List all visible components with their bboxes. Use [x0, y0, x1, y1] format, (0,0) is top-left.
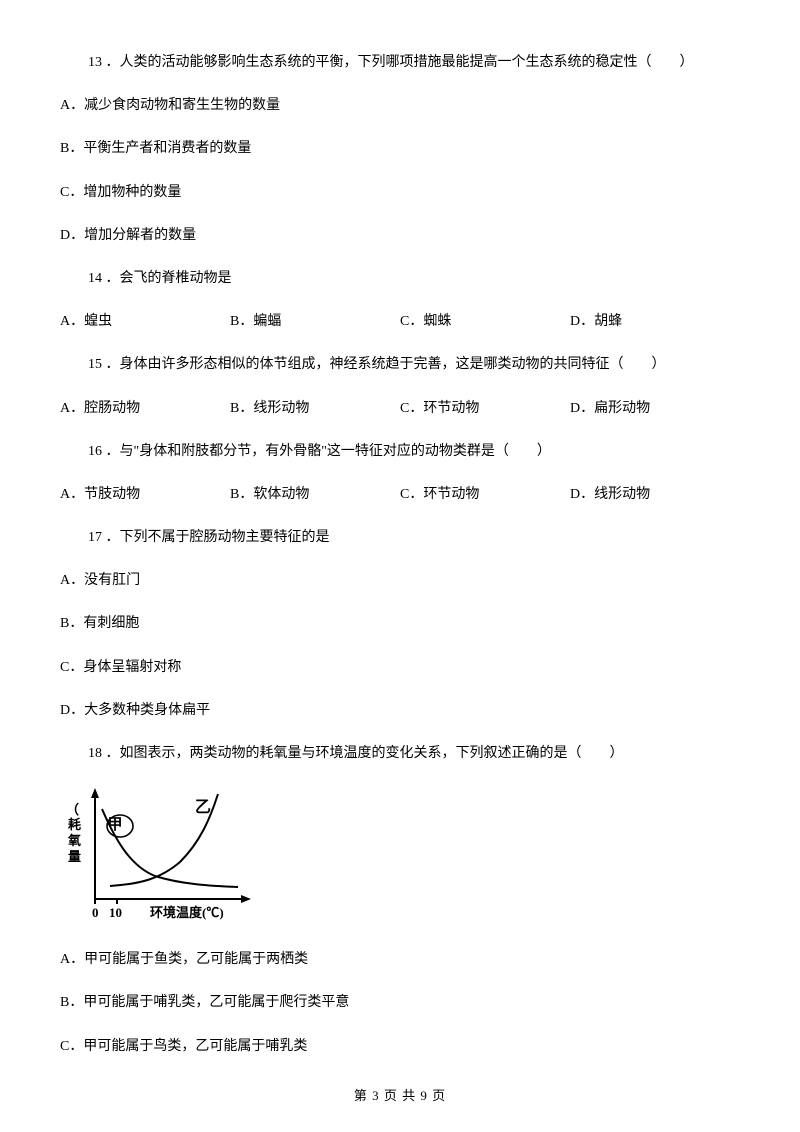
q16-opt-b: B．软体动物 — [230, 482, 400, 507]
oxygen-temperature-chart: 0 10 环境温度(℃) （耗氧量 甲 乙 — [60, 784, 260, 929]
q15-stem: 15 ．身体由许多形态相似的体节组成，神经系统趋于完善，这是哪类动物的共同特征（… — [60, 352, 740, 377]
q13-opt-d: D．增加分解者的数量 — [60, 223, 740, 248]
svg-text:氧: 氧 — [67, 833, 81, 848]
q17-opt-a: A．没有肛门 — [60, 568, 740, 593]
q14-stem: 14 ．会飞的脊椎动物是 — [60, 266, 740, 291]
svg-text:乙: 乙 — [195, 799, 211, 816]
q16-opt-a: A．节肢动物 — [60, 482, 230, 507]
q14-opt-c: C．蜘蛛 — [400, 309, 570, 334]
q13-opt-c: C．增加物种的数量 — [60, 180, 740, 205]
q16-opt-c: C．环节动物 — [400, 482, 570, 507]
q14-options: A．蝗虫 B．蝙蝠 C．蜘蛛 D．胡蜂 — [60, 309, 740, 334]
q17-opt-d: D．大多数种类身体扁平 — [60, 698, 740, 723]
svg-text:环境温度(℃): 环境温度(℃) — [150, 905, 224, 920]
q14-opt-b: B．蝙蝠 — [230, 309, 400, 334]
q15-options: A．腔肠动物 B．线形动物 C．环节动物 D．扁形动物 — [60, 396, 740, 421]
q18-opt-b: B．甲可能属于哺乳类，乙可能属于爬行类平意 — [60, 990, 740, 1015]
svg-text:量: 量 — [68, 849, 81, 864]
svg-text:耗: 耗 — [68, 817, 81, 832]
q15-opt-c: C．环节动物 — [400, 396, 570, 421]
q18-stem: 18 ．如图表示，两类动物的耗氧量与环境温度的变化关系，下列叙述正确的是（ ） — [60, 741, 740, 766]
svg-text:10: 10 — [109, 905, 122, 920]
q15-opt-b: B．线形动物 — [230, 396, 400, 421]
q14-opt-d: D．胡蜂 — [570, 309, 740, 334]
q18-opt-a: A．甲可能属于鱼类，乙可能属于两栖类 — [60, 947, 740, 972]
q16-stem: 16 ．与"身体和附肢都分节，有外骨骼"这一特征对应的动物类群是（ ） — [60, 439, 740, 464]
svg-text:（: （ — [66, 802, 79, 817]
q13-opt-b: B．平衡生产者和消费者的数量 — [60, 136, 740, 161]
q13-stem: 13 ．人类的活动能够影响生态系统的平衡，下列哪项措施最能提高一个生态系统的稳定… — [60, 50, 740, 75]
q15-opt-a: A．腔肠动物 — [60, 396, 230, 421]
svg-text:甲: 甲 — [107, 816, 122, 833]
q17-opt-c: C．身体呈辐射对称 — [60, 655, 740, 680]
q13-opt-a: A．减少食肉动物和寄生生物的数量 — [60, 93, 740, 118]
q16-opt-d: D．线形动物 — [570, 482, 740, 507]
q17-opt-b: B．有刺细胞 — [60, 611, 740, 636]
q18-opt-c: C．甲可能属于鸟类，乙可能属于哺乳类 — [60, 1034, 740, 1059]
q15-opt-d: D．扁形动物 — [570, 396, 740, 421]
q14-opt-a: A．蝗虫 — [60, 309, 230, 334]
q16-options: A．节肢动物 B．软体动物 C．环节动物 D．线形动物 — [60, 482, 740, 507]
page-footer: 第 3 页 共 9 页 — [0, 1085, 800, 1104]
svg-text:0: 0 — [92, 905, 99, 920]
q17-stem: 17 ．下列不属于腔肠动物主要特征的是 — [60, 525, 740, 550]
